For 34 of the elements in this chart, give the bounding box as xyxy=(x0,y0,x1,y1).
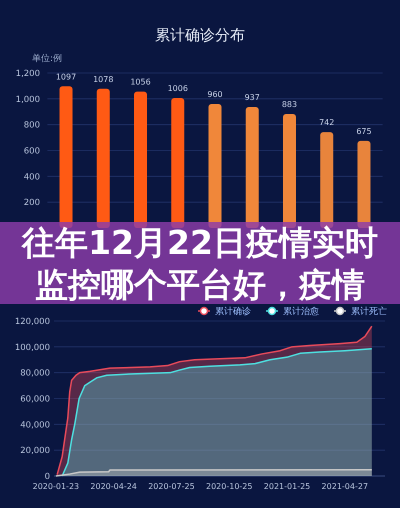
data-label: 675 xyxy=(356,126,372,136)
y-tick-label: 40,000 xyxy=(20,420,50,430)
data-label: 960 xyxy=(207,90,223,99)
annotation: 往年12月22日疫情实时监控哪个平台好，疫情 xyxy=(20,222,379,306)
y-tick-label: 20,000 xyxy=(20,446,50,456)
x-tick-label: 2020-10-25 xyxy=(206,482,252,491)
y-tick-label: 100,000 xyxy=(14,342,50,353)
legend-label: 累计死亡 xyxy=(351,306,387,317)
legend-label: 累计确诊 xyxy=(215,306,251,317)
y-tick-label: 800 xyxy=(24,120,40,131)
data-label: 1097 xyxy=(56,72,76,82)
data-label: 937 xyxy=(244,92,260,102)
y-tick-label: 1,000 xyxy=(16,94,40,105)
y-tick-label: 120,000 xyxy=(14,317,50,327)
y-tick-label: 600 xyxy=(24,146,40,156)
y-tick-label: 60,000 xyxy=(20,394,50,404)
y-axis-title: 单位:例 xyxy=(32,53,62,64)
x-tick-label: 2021-04-27 xyxy=(322,482,368,491)
legend-label: 累计治愈 xyxy=(283,306,319,317)
data-label: 883 xyxy=(282,100,298,109)
x-tick-label: 2020-04-24 xyxy=(90,482,137,491)
y-tick-label: 400 xyxy=(24,172,40,182)
data-label: 1078 xyxy=(93,74,114,84)
x-tick-label: 2020-01-23 xyxy=(32,482,80,491)
data-label: 1056 xyxy=(130,78,151,87)
y-tick-label: 80,000 xyxy=(20,368,50,379)
y-tick-label: 1,200 xyxy=(16,69,40,79)
data-label: 1006 xyxy=(168,84,188,94)
data-label: 742 xyxy=(319,118,334,128)
chart-title: 累计确诊分布 xyxy=(155,26,245,44)
y-tick-label: 200 xyxy=(24,198,40,208)
x-tick-label: 2020-07-25 xyxy=(148,482,195,491)
y-tick-label: 0 xyxy=(44,472,50,482)
x-tick-label: 2021-01-25 xyxy=(264,482,310,491)
